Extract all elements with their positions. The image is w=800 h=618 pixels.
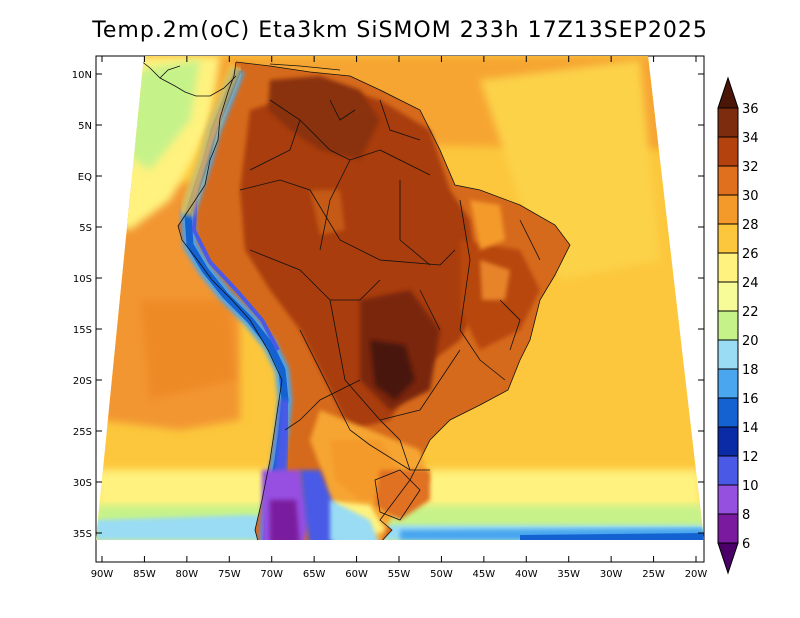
colorbar-label: 20 — [742, 334, 759, 349]
colorbar-label: 30 — [742, 189, 759, 204]
lat-tick-label: 35S — [73, 529, 92, 540]
colorbar-swatch — [717, 513, 739, 544]
lon-tick-label: 80W — [176, 569, 199, 580]
colorbar-label: 32 — [742, 160, 759, 175]
latitude-axis: 10N 5N EQ 5S 10S 15S 20S 25S 30S 35S — [72, 70, 704, 540]
colorbar-swatch — [717, 426, 739, 457]
lat-tick-label: 10S — [73, 274, 92, 285]
map-title: Temp.2m(oC) Eta3km SiSMOM 233h 17Z13SEP2… — [92, 18, 708, 43]
colorbar-swatch — [717, 223, 739, 254]
lat-tick-label: 25S — [73, 427, 92, 438]
colorbar-label: 34 — [742, 131, 759, 146]
colorbar-label: 16 — [742, 392, 759, 407]
lon-tick-label: 60W — [345, 569, 368, 580]
colorbar-label: 18 — [742, 363, 759, 378]
colorbar-label: 24 — [742, 276, 759, 291]
lat-tick-label: EQ — [78, 172, 92, 183]
colorbar-swatch — [717, 107, 739, 138]
lon-tick-label: 70W — [260, 569, 283, 580]
colorbar-swatch — [717, 397, 739, 428]
lat-tick-label: 20S — [73, 376, 92, 387]
colorbar-top-arrow — [717, 76, 739, 109]
colorbar-swatch — [717, 455, 739, 486]
colorbar-label: 28 — [742, 218, 759, 233]
colorbar-label: 12 — [742, 450, 759, 465]
lon-tick-label: 75W — [218, 569, 241, 580]
temperature-field — [96, 56, 704, 540]
lon-tick-label: 35W — [557, 569, 580, 580]
lon-tick-label: 20W — [685, 569, 708, 580]
colorbar-swatch — [717, 281, 739, 312]
lon-tick-label: 30W — [600, 569, 623, 580]
colorbar-label: 36 — [742, 102, 759, 117]
colorbar-swatch — [717, 136, 739, 167]
colorbar-label: 8 — [742, 508, 750, 523]
lon-tick-label: 25W — [642, 569, 665, 580]
lon-tick-label: 45W — [473, 569, 496, 580]
colorbar-bottom-arrow — [717, 542, 739, 575]
colorbar-swatch — [717, 252, 739, 283]
colorbar-swatch — [717, 339, 739, 370]
colorbar-label: 26 — [742, 247, 759, 262]
lon-tick-label: 40W — [515, 569, 538, 580]
lon-tick-label: 55W — [388, 569, 411, 580]
lat-tick-label: 5S — [79, 223, 92, 234]
lat-tick-label: 15S — [73, 325, 92, 336]
colorbar-label: 6 — [742, 537, 750, 552]
lat-tick-label: 30S — [73, 478, 92, 489]
colorbar-swatch — [717, 194, 739, 225]
colorbar: 36 34 32 30 28 26 24 22 20 18 16 14 12 10 8 6 — [717, 76, 759, 575]
lon-tick-label: 85W — [133, 569, 156, 580]
colorbar-swatch — [717, 484, 739, 515]
country-borders — [177, 61, 571, 540]
colorbar-swatch — [717, 310, 739, 341]
lon-tick-label: 65W — [303, 569, 326, 580]
colorbar-swatch — [717, 165, 739, 196]
colorbar-label: 14 — [742, 421, 759, 436]
lon-tick-label: 90W — [91, 569, 114, 580]
colorbar-label: 22 — [742, 305, 759, 320]
lon-tick-label: 50W — [430, 569, 453, 580]
colorbar-swatch — [717, 368, 739, 399]
longitude-axis: 90W 85W 80W 75W 70W 65W 60W 55W 50W 45W 40W 35W 30W 2… — [91, 56, 708, 580]
central-america-coast — [139, 59, 341, 97]
colorbar-label: 10 — [742, 479, 759, 494]
lat-tick-label: 5N — [78, 121, 92, 132]
lat-tick-label: 10N — [72, 70, 92, 81]
